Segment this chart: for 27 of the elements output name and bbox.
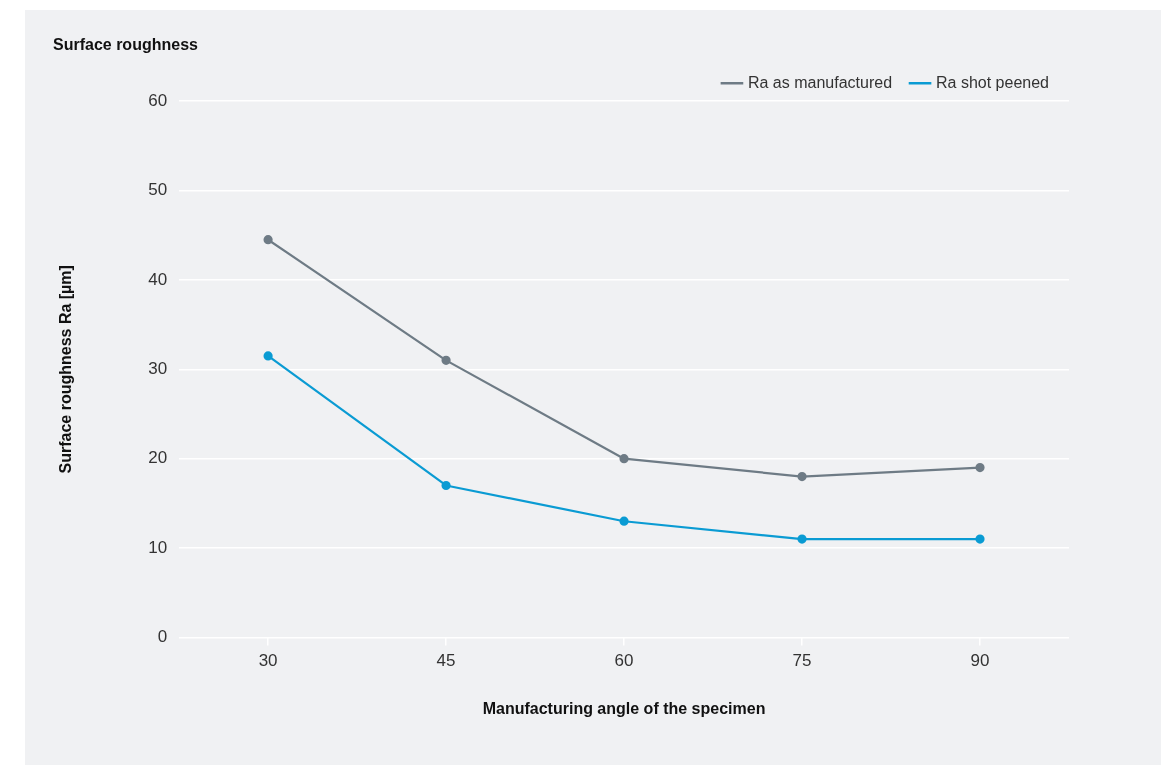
x-tick-label: 90	[970, 651, 990, 671]
y-tick-label: 0	[157, 627, 168, 647]
point	[441, 355, 451, 365]
x-tick-label: 30	[258, 651, 278, 671]
y-tick-label: 50	[148, 180, 168, 200]
x-tick-label: 75	[792, 651, 812, 671]
legend-label: Ra shot peened	[936, 73, 1050, 91]
point	[263, 235, 273, 245]
point	[441, 480, 451, 491]
chart-title: Surface roughness	[53, 36, 199, 54]
x-tick-label: 60	[614, 651, 634, 671]
point	[975, 534, 985, 544]
point	[797, 471, 807, 482]
y-tick-label: 30	[148, 358, 168, 378]
point	[797, 534, 807, 544]
x-axis-title: Manufacturing angle of the specimen	[482, 699, 766, 717]
point	[263, 351, 273, 361]
y-axis-title: Surface roughness Ra [µm]	[57, 265, 75, 474]
point	[619, 516, 629, 526]
y-tick-label: 40	[148, 269, 168, 289]
point	[975, 463, 985, 473]
y-tick-label: 60	[148, 90, 168, 110]
y-tick-label: 10	[148, 537, 168, 557]
point	[619, 454, 629, 464]
y-tick-label: 20	[148, 448, 168, 468]
x-tick-label: 45	[436, 651, 456, 671]
legend-label: Ra as manufactured	[747, 73, 893, 91]
